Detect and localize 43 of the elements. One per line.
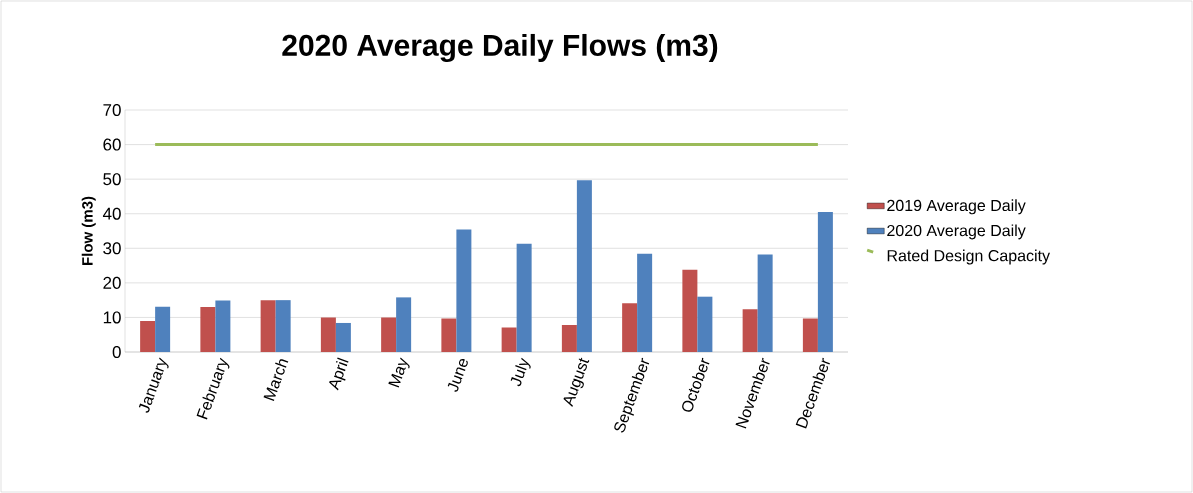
bar: [817, 211, 833, 352]
bar: [320, 317, 336, 352]
y-tick-label: 30: [103, 242, 121, 255]
legend-label: 2019 Average Daily: [887, 199, 1026, 215]
bar: [335, 322, 351, 352]
x-tick-label: July: [510, 357, 531, 387]
bar: [742, 309, 758, 352]
bar: [396, 297, 412, 352]
bar: [622, 303, 638, 352]
bar: [456, 229, 472, 352]
bar: [501, 327, 517, 352]
x-tick-label: March: [263, 359, 289, 402]
bar: [215, 300, 231, 352]
x-tick-label: June: [447, 359, 468, 392]
bar: [576, 180, 592, 352]
y-tick-label: 40: [102, 207, 121, 220]
bar: [802, 318, 818, 352]
legend-label: Rated Design Capacity: [887, 249, 1051, 265]
y-tick-label: 70: [103, 103, 121, 117]
y-tick-label: 20: [103, 276, 121, 289]
bar: [441, 318, 457, 352]
y-tick-label: 10: [103, 311, 121, 324]
bar: [200, 307, 216, 352]
x-tick-label: August: [563, 357, 590, 408]
x-tick-label: May: [388, 357, 410, 388]
bar: [140, 320, 156, 352]
bar: [637, 253, 653, 352]
bar: [381, 317, 397, 352]
bar: [275, 300, 291, 352]
bar: [155, 306, 171, 352]
y-tick-label: 0: [112, 345, 121, 359]
y-tick-label: 50: [103, 173, 121, 186]
y-axis-title: Flow (m3): [81, 196, 96, 265]
bar: [697, 296, 713, 352]
legend-label: 2020 Average Daily: [887, 224, 1026, 240]
x-tick-label: April: [329, 357, 349, 391]
bar: [757, 254, 773, 352]
y-tick-label: 60: [103, 138, 121, 151]
bar: [260, 300, 276, 352]
bar: [516, 243, 532, 352]
bar: [682, 269, 698, 352]
bar: [561, 325, 577, 352]
chart-title: 2020 Average Daily Flows (m3): [282, 33, 718, 63]
